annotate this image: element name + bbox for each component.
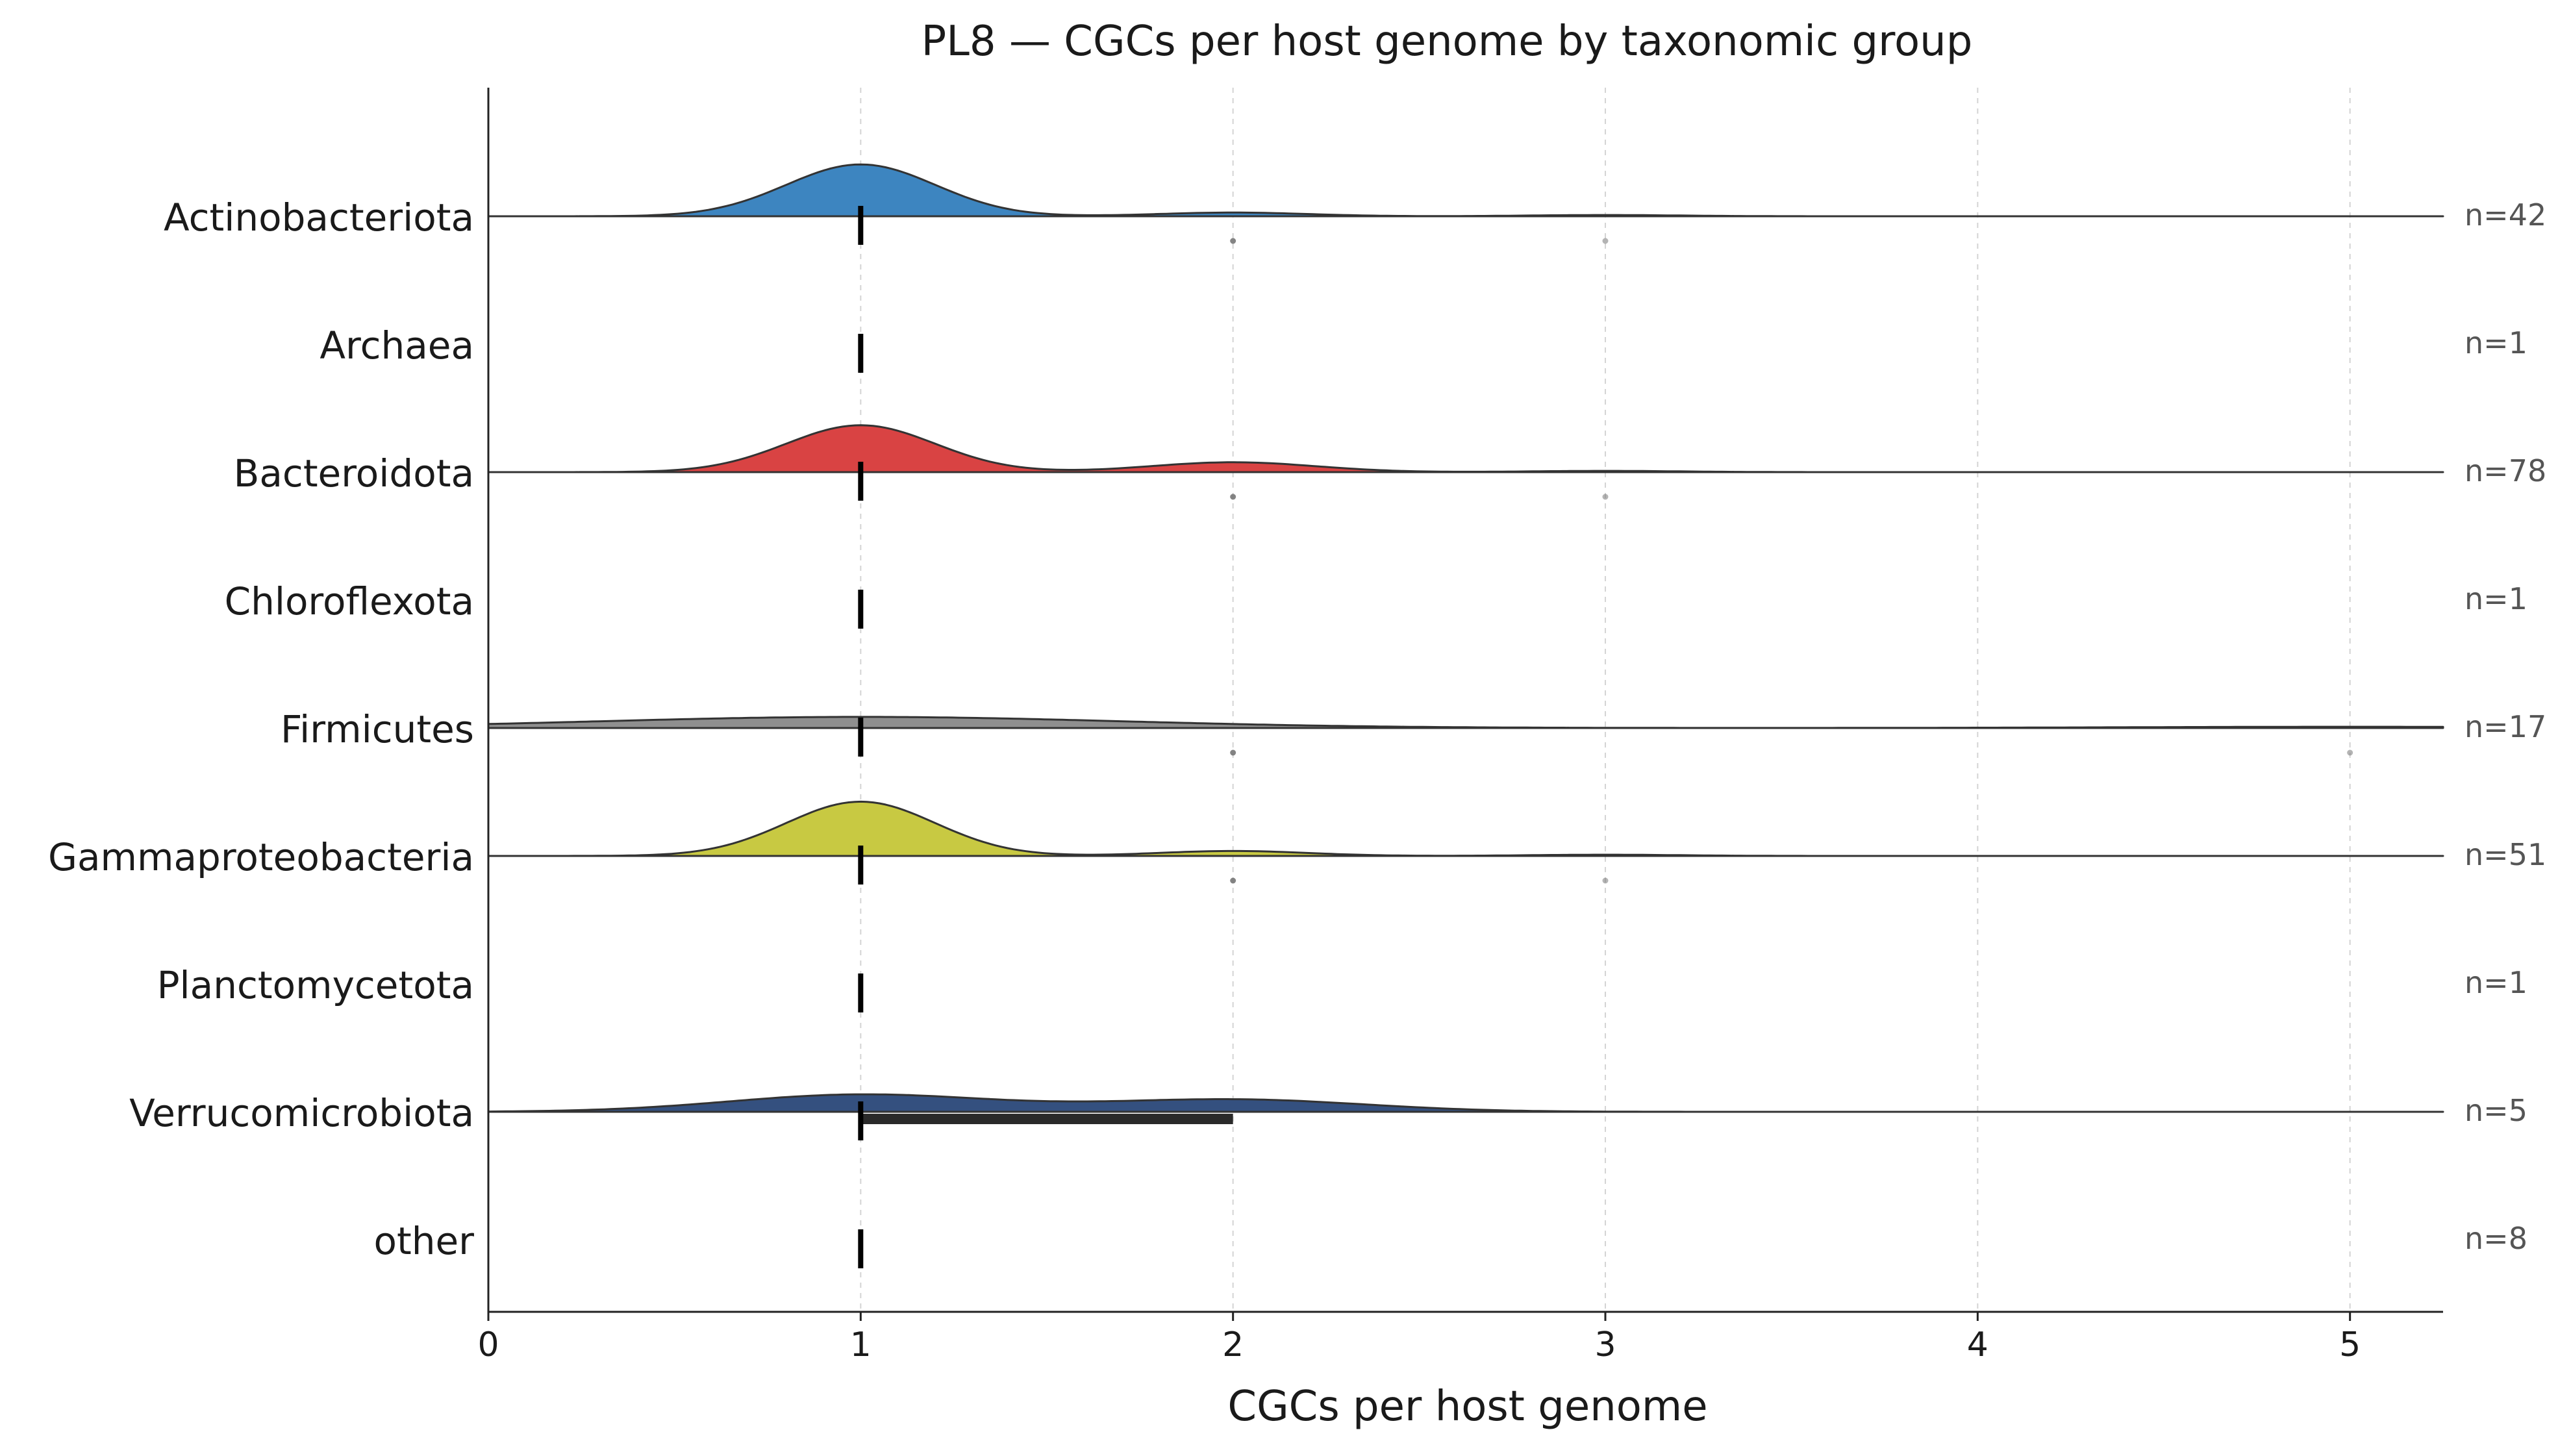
x-tick-label: 3 (1594, 1325, 1616, 1364)
iqr-bar (860, 1114, 1233, 1124)
y-tick-label: Bacteroidota (234, 451, 474, 496)
x-tick-label: 0 (477, 1325, 499, 1364)
y-tick-label: other (373, 1219, 474, 1263)
grid-layer (860, 88, 2351, 1312)
n-count-label: n=1 (2464, 965, 2527, 1000)
outlier-point (1602, 494, 1609, 500)
density-area (487, 716, 2444, 729)
density-area (487, 800, 2444, 857)
outlier-point (1602, 238, 1609, 244)
y-tick-label: Firmicutes (281, 707, 474, 751)
density-area (487, 163, 2444, 218)
ridge-firmicutes (487, 716, 2444, 757)
outlier-point (2347, 749, 2353, 756)
y-tick-label: Archaea (320, 323, 474, 368)
ridge-verrucomicrobiota (487, 1093, 2444, 1140)
ridge-gammaproteobacteria (487, 800, 2444, 885)
n-count-label: n=78 (2464, 453, 2546, 488)
outlier-point (1230, 749, 1236, 756)
x-tick-label: 4 (1967, 1325, 1988, 1364)
x-tick-label: 1 (850, 1325, 872, 1364)
x-tick-label: 5 (2339, 1325, 2361, 1364)
outlier-point (1230, 238, 1236, 244)
axes-layer: PL8 — CGCs per host genome by taxonomic … (48, 18, 2546, 1431)
ridge-actinobacteriota (487, 163, 2444, 245)
n-count-label: n=1 (2464, 581, 2527, 616)
n-count-label: n=17 (2464, 709, 2546, 744)
y-tick-label: Verrucomicrobiota (129, 1091, 474, 1135)
y-tick-label: Planctomycetota (157, 963, 474, 1007)
x-tick-label: 2 (1222, 1325, 1244, 1364)
outlier-point (1230, 494, 1236, 500)
outlier-point (1602, 877, 1609, 884)
y-tick-label: Chloroflexota (225, 579, 474, 623)
density-area (487, 424, 2444, 473)
chart-title: PL8 — CGCs per host genome by taxonomic … (922, 18, 1973, 66)
y-tick-label: Actinobacteriota (164, 195, 474, 240)
x-axis-label: CGCs per host genome (1227, 1383, 1707, 1431)
density-area (487, 1093, 2444, 1113)
n-count-label: n=5 (2464, 1093, 2527, 1128)
n-count-label: n=42 (2464, 197, 2546, 232)
y-tick-label: Gammaproteobacteria (48, 835, 474, 879)
n-count-label: n=1 (2464, 325, 2527, 360)
outlier-point (1230, 877, 1236, 884)
n-count-label: n=51 (2464, 837, 2546, 872)
n-count-label: n=8 (2464, 1221, 2527, 1256)
ridge-bacteroidota (487, 424, 2444, 501)
ridge-layer (487, 163, 2444, 1268)
